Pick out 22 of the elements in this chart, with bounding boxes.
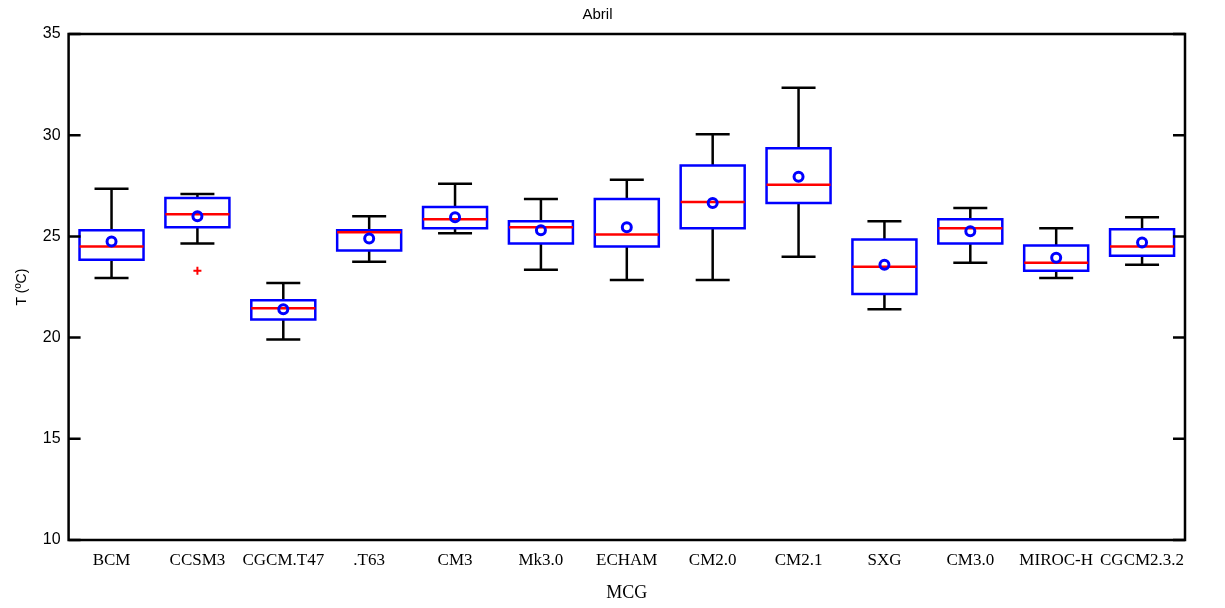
- y-tick-label: 35: [42, 24, 61, 42]
- y-tick-label: 10: [42, 530, 61, 548]
- y-tick-label: 15: [42, 429, 61, 447]
- chart-title: Abril: [582, 5, 613, 23]
- y-tick-label: 30: [42, 125, 61, 143]
- x-tick-label: CCSM3: [169, 549, 226, 569]
- x-tick-label: SXG: [867, 549, 902, 569]
- y-tick-label: 20: [42, 328, 61, 346]
- x-tick-label: CGCM.T47: [242, 549, 325, 569]
- y-tick-label: 25: [42, 226, 61, 244]
- x-tick-label: CM2.0: [688, 549, 737, 569]
- x-tick-label: CM2.1: [774, 549, 823, 569]
- x-tick-label: .T63: [353, 549, 385, 569]
- x-tick-label: Mk3.0: [518, 549, 564, 569]
- x-axis-title: MCG: [606, 581, 648, 602]
- x-tick-label: MIROC-H: [1019, 549, 1094, 569]
- x-tick-label: ECHAM: [596, 549, 658, 569]
- x-tick-label: CM3.0: [946, 549, 995, 569]
- x-tick-label: CM3: [437, 549, 473, 569]
- x-tick-label: CGCM2.3.2: [1100, 549, 1185, 569]
- y-axis-title: T (ºC): [13, 268, 30, 306]
- x-tick-label: BCM: [92, 549, 131, 569]
